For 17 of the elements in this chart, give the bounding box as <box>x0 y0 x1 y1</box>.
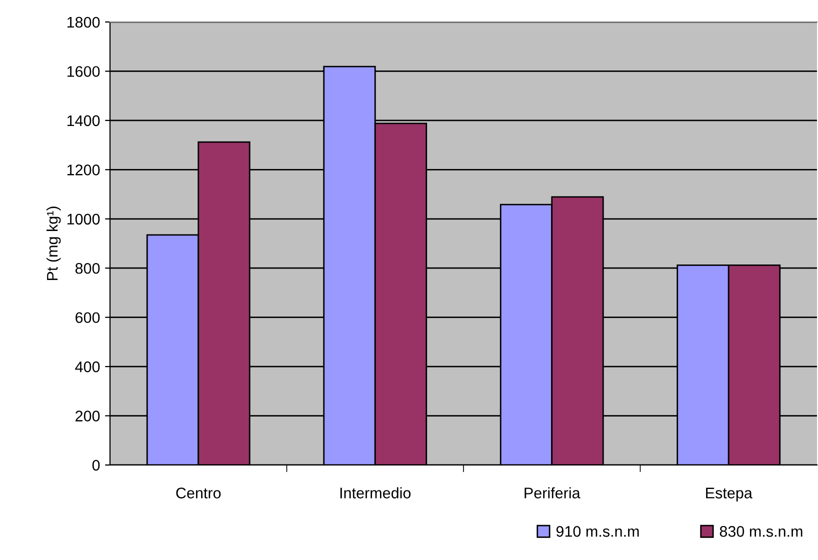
x-tick-label: Periferia <box>524 487 580 498</box>
y-axis-title: Pt (mg kg¹) <box>46 206 61 280</box>
y-tick-label: 1200 <box>67 164 100 176</box>
y-tick-label: 600 <box>76 312 100 324</box>
legend-label: 910 m.s.n.m <box>556 526 639 537</box>
legend-label: 830 m.s.n.m <box>720 526 802 537</box>
y-tick-label: 1800 <box>67 16 100 28</box>
x-tick-label: Centro <box>176 488 221 498</box>
y-tick-label: 400 <box>75 361 100 372</box>
y-tick-label: 1400 <box>67 115 100 126</box>
y-tick-label: 800 <box>75 262 100 274</box>
x-tick-label: Intermedio <box>340 487 411 498</box>
x-tick-label: Estepa <box>706 488 752 502</box>
y-tick-label: 0 <box>92 460 100 471</box>
y-tick-label: 200 <box>76 410 100 422</box>
y-tick-label: 1000 <box>67 214 100 225</box>
y-tick-label: 1600 <box>67 66 100 77</box>
